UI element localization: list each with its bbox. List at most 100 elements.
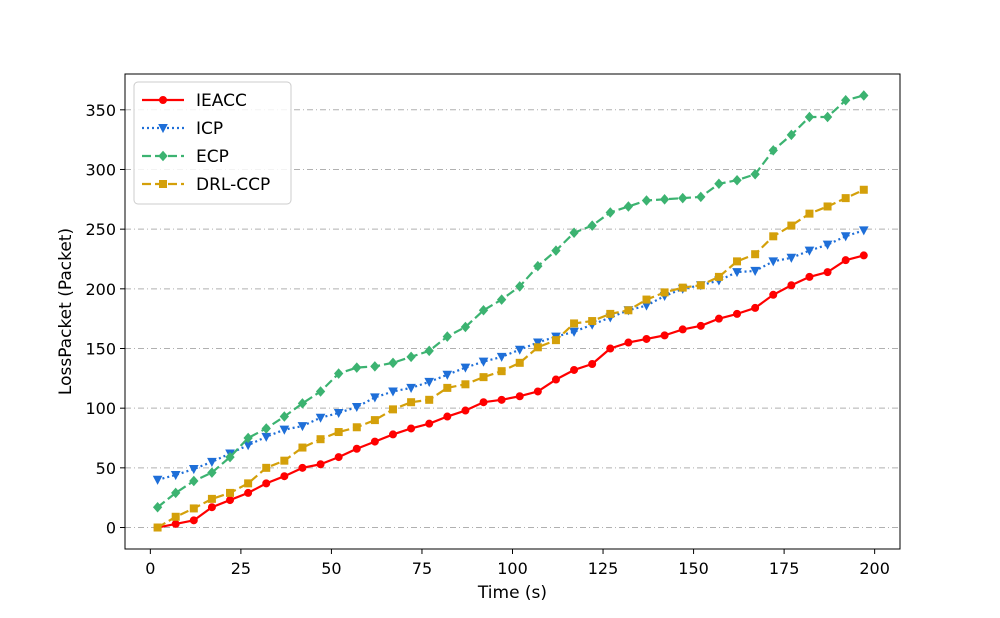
data-point <box>388 430 397 439</box>
data-point <box>189 475 199 487</box>
data-point <box>262 463 271 472</box>
legend-marker <box>159 96 167 104</box>
data-point <box>388 357 398 369</box>
x-tick-label: 150 <box>678 559 709 578</box>
legend-marker <box>159 180 167 188</box>
data-point <box>805 209 814 218</box>
data-point <box>642 334 651 343</box>
x-tick-label: 200 <box>859 559 890 578</box>
data-point <box>207 494 216 503</box>
data-point <box>660 331 669 340</box>
y-tick-label: 300 <box>85 160 116 179</box>
data-point <box>751 250 760 259</box>
data-point <box>279 411 290 422</box>
data-point <box>858 226 869 236</box>
data-point <box>497 367 506 376</box>
data-point <box>768 145 778 156</box>
data-point <box>370 361 380 372</box>
legend-item-drl-ccp: DRL-CCP <box>142 175 270 195</box>
x-tick-label: 175 <box>769 559 800 578</box>
data-point <box>406 383 416 393</box>
data-point <box>515 392 524 401</box>
data-point <box>804 111 815 123</box>
data-point <box>588 317 597 326</box>
data-point <box>171 512 180 521</box>
data-point <box>732 174 742 186</box>
x-tick-label: 50 <box>321 559 341 578</box>
data-point <box>733 309 742 318</box>
data-point <box>370 416 379 425</box>
data-point <box>352 362 362 373</box>
data-point <box>370 393 380 403</box>
y-tick-label: 0 <box>106 519 116 538</box>
data-point <box>171 519 180 528</box>
data-point <box>551 375 560 384</box>
data-point <box>406 351 416 363</box>
data-point <box>496 294 507 305</box>
data-point <box>334 428 343 437</box>
data-point <box>804 246 815 256</box>
data-point <box>279 425 290 435</box>
data-point <box>768 257 779 267</box>
data-point <box>461 406 470 415</box>
data-point <box>750 168 760 180</box>
data-point <box>460 363 471 373</box>
series-icp <box>152 226 869 485</box>
data-point <box>298 443 307 452</box>
data-point <box>189 516 198 525</box>
data-point <box>606 309 615 318</box>
legend-label: ECP <box>196 147 229 167</box>
data-point <box>570 319 579 328</box>
data-point <box>262 479 271 488</box>
y-tick-label: 350 <box>85 101 116 120</box>
data-point <box>424 377 435 387</box>
data-point <box>533 343 542 352</box>
series-layer <box>152 90 869 532</box>
series-line-ecp <box>156 94 865 509</box>
data-point <box>514 345 525 355</box>
data-point <box>751 303 760 312</box>
data-point <box>153 523 162 532</box>
y-axis: 0 50 100 150 200 250 300 350 <box>85 101 125 538</box>
legend-box <box>133 81 292 205</box>
data-point <box>316 460 325 469</box>
data-point <box>859 185 868 194</box>
x-axis-label: Time (s) <box>477 583 547 603</box>
data-point <box>588 360 597 369</box>
data-point <box>261 432 272 442</box>
data-point <box>859 90 869 101</box>
data-point <box>624 338 633 347</box>
data-point <box>479 373 488 382</box>
x-axis: 0 25 50 75 100 125 150 175 200 <box>145 549 890 578</box>
data-point <box>805 272 814 281</box>
series-ecp <box>152 90 869 513</box>
data-point <box>787 221 796 230</box>
data-point <box>823 202 832 211</box>
legend-item-ieacc: IEACC <box>142 91 247 111</box>
legend-marker <box>158 124 168 134</box>
data-point <box>352 444 361 453</box>
data-point <box>606 344 615 353</box>
data-point <box>443 412 452 421</box>
data-point <box>605 207 615 218</box>
legend-label: IEACC <box>196 91 247 111</box>
data-point <box>244 488 253 497</box>
data-point <box>624 306 633 315</box>
data-point <box>388 405 397 414</box>
data-point <box>424 345 434 357</box>
data-point <box>189 504 198 513</box>
series-line-drl-ccp <box>157 188 865 529</box>
data-point <box>425 419 434 428</box>
data-point <box>442 331 452 342</box>
data-point <box>696 191 706 203</box>
x-tick-label: 125 <box>588 559 619 578</box>
data-point <box>479 398 488 407</box>
legend-marker <box>158 150 168 162</box>
data-point <box>623 201 634 212</box>
x-tick-label: 100 <box>497 559 528 578</box>
data-point <box>188 465 199 475</box>
data-point <box>533 387 542 396</box>
y-tick-label: 50 <box>96 459 116 478</box>
data-point <box>496 352 507 362</box>
data-point <box>388 387 398 397</box>
